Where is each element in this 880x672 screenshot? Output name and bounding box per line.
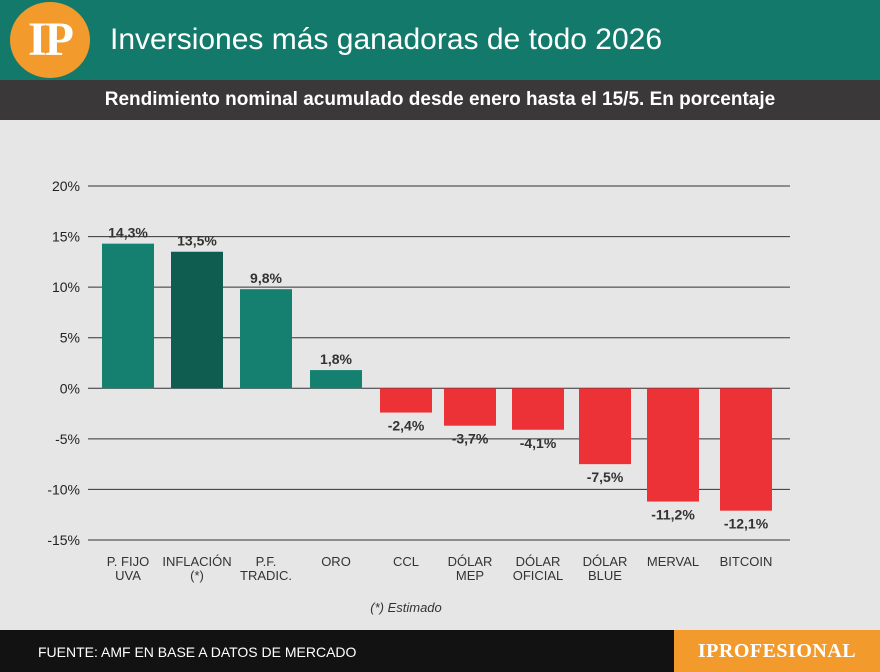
data-label: 9,8% — [250, 270, 282, 286]
data-label: -7,5% — [587, 469, 624, 485]
x-tick-label: BITCOIN — [720, 554, 773, 569]
y-tick-label: 15% — [52, 229, 80, 245]
iprofesional-logo: IP — [10, 2, 90, 78]
brand-logo: IPROFESIONAL — [674, 630, 880, 672]
bar — [380, 388, 432, 413]
x-tick-label: MERVAL — [647, 554, 699, 569]
x-tick-label: INFLACIÓN — [162, 554, 231, 569]
subtitle-bar: Rendimiento nominal acumulado desde ener… — [0, 80, 880, 120]
data-label: 1,8% — [320, 351, 352, 367]
x-tick-label: DÓLAR — [516, 554, 561, 569]
data-label: -2,4% — [388, 418, 425, 434]
y-tick-label: 0% — [60, 380, 80, 396]
data-label: -11,2% — [651, 507, 695, 523]
x-tick-label: DÓLAR — [583, 554, 628, 569]
y-tick-label: -5% — [55, 431, 80, 447]
bar — [310, 370, 362, 389]
footer: FUENTE: AMF EN BASE A DATOS DE MERCADO I… — [0, 630, 880, 672]
bar — [720, 388, 772, 511]
x-tick-label: DÓLAR — [448, 554, 493, 569]
header: IP Inversiones más ganadoras de todo 202… — [0, 0, 880, 80]
y-tick-label: -10% — [47, 481, 80, 497]
data-label: 14,3% — [108, 225, 148, 241]
data-label: 13,5% — [177, 233, 217, 249]
x-tick-label: P.F. — [256, 554, 277, 569]
chart-title: Inversiones más ganadoras de todo 2026 — [110, 23, 663, 56]
x-tick-label: CCL — [393, 554, 419, 569]
data-label: -3,7% — [452, 431, 489, 447]
x-tick-label: UVA — [115, 568, 141, 583]
bar — [579, 388, 631, 465]
x-tick-label: BLUE — [588, 568, 622, 583]
x-tick-label: OFICIAL — [513, 568, 564, 583]
bar — [444, 388, 496, 426]
y-tick-label: 10% — [52, 279, 80, 295]
bar — [171, 251, 223, 389]
y-tick-label: -15% — [47, 532, 80, 548]
x-tick-label: ORO — [321, 554, 351, 569]
footnote: (*) Estimado — [370, 600, 442, 615]
bar — [240, 289, 292, 389]
x-tick-label: TRADIC. — [240, 568, 292, 583]
source-text: FUENTE: AMF EN BASE A DATOS DE MERCADO — [38, 644, 357, 660]
data-label: -12,1% — [724, 516, 769, 532]
x-tick-label: P. FIJO — [107, 554, 149, 569]
bar — [102, 243, 154, 389]
logo-text: IP — [28, 13, 74, 66]
data-label: -4,1% — [520, 435, 557, 451]
chart-subtitle: Rendimiento nominal acumulado desde ener… — [104, 89, 776, 110]
x-tick-label: (*) — [190, 568, 204, 583]
x-tick-label: MEP — [456, 568, 484, 583]
bar — [647, 388, 699, 502]
y-tick-label: 5% — [60, 330, 80, 346]
bar-chart: 20% 15% 10% 5% 0% -5% -10% -15% 14,3% 13,5% 9,8% 1,… — [47, 178, 790, 583]
y-tick-label: 20% — [52, 178, 80, 194]
bar — [512, 388, 564, 430]
